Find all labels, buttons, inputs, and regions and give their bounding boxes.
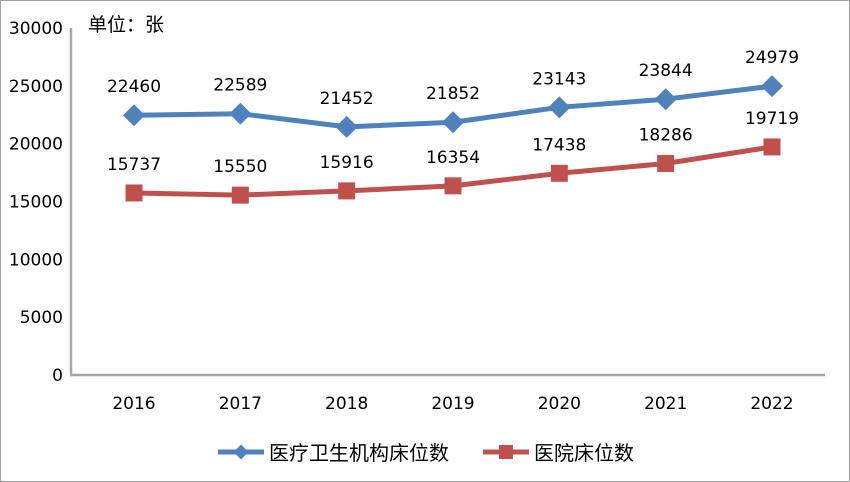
data-label: 24979 xyxy=(745,48,799,68)
legend-item-hospital-beds: 医院床位数 xyxy=(483,437,634,466)
data-label: 21452 xyxy=(320,89,374,109)
legend-item-medical-institution-beds: 医疗卫生机构床位数 xyxy=(218,437,449,466)
y-tick-label: 20000 xyxy=(9,135,63,155)
data-label: 15916 xyxy=(320,153,374,173)
marker-diamond xyxy=(442,111,464,134)
marker-square xyxy=(444,177,462,195)
marker-diamond xyxy=(654,88,677,111)
legend-line-square-marker-icon xyxy=(483,444,529,459)
data-label: 19719 xyxy=(745,109,799,129)
marker-diamond xyxy=(335,115,358,138)
marker-diamond xyxy=(761,75,783,98)
legend-line-diamond-marker-icon xyxy=(218,444,264,459)
data-label: 18286 xyxy=(639,125,693,145)
x-tick-label: 2022 xyxy=(750,394,793,414)
legend-label-hospital-beds: 医院床位数 xyxy=(534,441,634,465)
marker-square xyxy=(338,182,356,200)
x-tick-label: 2017 xyxy=(219,394,262,414)
y-tick-label: 5000 xyxy=(20,308,63,328)
y-tick-label: 15000 xyxy=(9,193,63,213)
marker-square xyxy=(763,138,781,156)
x-tick-label: 2020 xyxy=(538,394,581,414)
marker-diamond xyxy=(229,102,252,125)
x-tick-label: 2021 xyxy=(644,394,687,414)
data-label: 15737 xyxy=(107,155,161,175)
marker-square xyxy=(231,186,249,204)
unit-label: 单位：张 xyxy=(88,14,165,36)
chart-legend: 医疗卫生机构床位数 医院床位数 xyxy=(1,437,849,466)
data-label: 22589 xyxy=(213,76,267,96)
marker-diamond xyxy=(123,104,145,127)
data-label: 15550 xyxy=(213,157,267,177)
x-tick-label: 2019 xyxy=(431,394,474,414)
y-tick-label: 0 xyxy=(52,366,63,386)
marker-square xyxy=(657,154,675,172)
y-tick-label: 25000 xyxy=(9,77,63,97)
data-label: 16354 xyxy=(426,148,480,168)
y-tick-label: 30000 xyxy=(9,19,63,39)
data-label: 17438 xyxy=(532,135,586,155)
data-label: 23143 xyxy=(532,69,586,89)
data-label: 22460 xyxy=(107,77,161,97)
marker-diamond xyxy=(548,96,571,119)
data-label: 21852 xyxy=(426,84,480,104)
x-tick-label: 2016 xyxy=(112,394,155,414)
legend-label-medical-institution-beds: 医疗卫生机构床位数 xyxy=(269,441,449,465)
marker-square xyxy=(125,184,143,202)
data-label: 23844 xyxy=(639,61,693,81)
x-tick-label: 2018 xyxy=(325,394,368,414)
y-tick-label: 10000 xyxy=(9,250,63,270)
marker-square xyxy=(550,164,568,182)
